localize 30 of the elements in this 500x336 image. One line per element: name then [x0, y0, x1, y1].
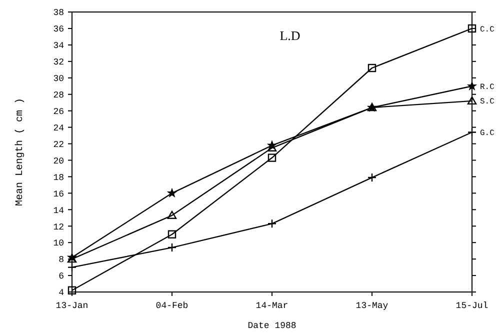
- y-tick-label: 12: [53, 222, 64, 232]
- x-tick-label: 15-Jul: [456, 301, 488, 311]
- y-tick-label: 24: [53, 123, 64, 134]
- legend-label: G.C: [480, 129, 495, 138]
- y-tick-label: 16: [53, 189, 64, 200]
- x-tick-label: 04-Feb: [156, 301, 188, 311]
- y-tick-label: 4: [58, 288, 64, 298]
- y-tick-label: 10: [53, 238, 64, 249]
- x-axis-title: Date 1988: [248, 321, 296, 331]
- y-tick-label: 34: [53, 41, 64, 52]
- legend-label: C.C: [480, 25, 495, 34]
- y-tick-label: 6: [58, 272, 64, 282]
- x-tick-label: 13-May: [356, 301, 389, 311]
- text: L.D: [280, 28, 300, 43]
- x-tick-label: 13-Jan: [56, 301, 88, 311]
- y-tick-label: 30: [53, 74, 64, 84]
- y-tick-label: 38: [53, 8, 64, 18]
- y-tick-label: 32: [53, 58, 64, 68]
- y-tick-label: 18: [53, 172, 64, 183]
- y-axis-title: Mean Length ( cm ): [14, 98, 26, 206]
- y-tick-label: 22: [53, 140, 64, 150]
- y-tick-label: 36: [53, 24, 64, 35]
- y-tick-label: 28: [53, 90, 64, 101]
- y-tick-label: 14: [53, 206, 64, 216]
- legend-label: R.C: [480, 82, 495, 92]
- y-tick-label: 26: [53, 106, 64, 117]
- x-tick-label: 14-Mar: [256, 301, 288, 311]
- y-tick-label: 20: [53, 156, 64, 166]
- y-tick-label: 8: [58, 255, 64, 266]
- legend-label: S.C: [480, 98, 495, 107]
